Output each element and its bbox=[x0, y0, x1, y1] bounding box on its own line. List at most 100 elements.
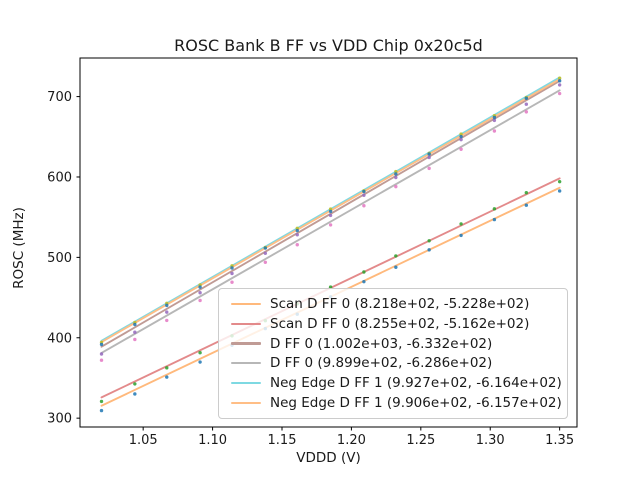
series-fit-line-3 bbox=[100, 89, 561, 354]
scatter-point-s1 bbox=[362, 270, 366, 274]
scatter-point-s5 bbox=[492, 115, 497, 120]
scatter-point-s2 bbox=[427, 155, 431, 160]
axes-frame bbox=[79, 57, 578, 428]
scatter-point-s3 bbox=[328, 223, 333, 227]
scatter-point-s1 bbox=[133, 382, 137, 386]
legend-row-1: Scan D FF 0 (8.255e+02, -5.162e+02) bbox=[227, 314, 559, 333]
scatter-point-s3 bbox=[165, 318, 169, 323]
x-tick-label: 1.05 bbox=[129, 433, 158, 448]
scatter-point-s5 bbox=[198, 285, 202, 289]
scatter-point-s4 bbox=[557, 76, 562, 80]
legend-line-swatch-5 bbox=[231, 401, 261, 405]
chart-title: ROSC Bank B FF vs VDD Chip 0x20c5d bbox=[174, 36, 483, 55]
scatter-point-s5 bbox=[459, 134, 463, 139]
scatter-point-s3 bbox=[394, 184, 398, 189]
y-tick-label: 300 bbox=[47, 412, 72, 427]
scatter-point-s5 bbox=[524, 96, 529, 101]
scatter-point-s0 bbox=[99, 408, 104, 413]
scatter-point-s2 bbox=[492, 118, 497, 123]
legend-label-0: Scan D FF 0 (8.218e+02, -5.228e+02) bbox=[270, 295, 530, 312]
scatter-point-s4 bbox=[394, 169, 398, 174]
scatter-point-s2 bbox=[524, 102, 529, 106]
scatter-point-s2 bbox=[295, 233, 299, 237]
scatter-point-s5 bbox=[230, 266, 234, 270]
legend-line-swatch-2 bbox=[231, 342, 261, 345]
scatter-point-s2 bbox=[557, 83, 562, 87]
scatter-point-s3 bbox=[133, 337, 137, 342]
scatter-point-s2 bbox=[362, 193, 366, 198]
scatter-point-s2 bbox=[198, 291, 202, 295]
scatter-point-s3 bbox=[230, 280, 234, 284]
scatter-point-s1 bbox=[328, 285, 333, 289]
legend-line-swatch-1 bbox=[231, 322, 261, 325]
legend-row-4: Neg Edge D FF 1 (9.927e+02, -6.164e+02) bbox=[227, 374, 562, 393]
scatter-point-s2 bbox=[99, 352, 104, 356]
legend: Scan D FF 0 (8.218e+02, -5.228e+02) Scan … bbox=[218, 288, 568, 419]
legend-line-swatch-0 bbox=[231, 302, 261, 305]
legend-line-swatch-3 bbox=[231, 362, 261, 365]
scatter-point-s0 bbox=[198, 360, 202, 364]
scatter-point-s1 bbox=[99, 399, 104, 404]
x-tick-label: 1.15 bbox=[268, 433, 297, 448]
legend-row-3: D FF 0 (9.899e+02, -6.286e+02) bbox=[227, 354, 559, 373]
scatter-point-s5 bbox=[394, 172, 398, 176]
scatter-point-s2 bbox=[328, 213, 333, 218]
scatter-point-s0 bbox=[557, 189, 562, 193]
scatter-point-s3 bbox=[492, 129, 497, 133]
y-tick-label: 500 bbox=[47, 251, 72, 266]
x-tick-label: 1.30 bbox=[476, 433, 505, 448]
scatter-point-s3 bbox=[362, 204, 366, 208]
legend-row-5: Neg Edge D FF 1 (9.906e+02, -6.157e+02) bbox=[227, 394, 562, 413]
scatter-point-s3 bbox=[295, 243, 299, 247]
scatter-point-s1 bbox=[394, 254, 398, 258]
legend-row-0: Scan D FF 0 (8.218e+02, -5.228e+02) bbox=[227, 294, 559, 313]
scatter-point-s0 bbox=[362, 279, 366, 284]
scatter-point-s1 bbox=[524, 191, 529, 195]
y-tick-label: 700 bbox=[47, 90, 72, 105]
x-tick-label: 1.25 bbox=[406, 433, 435, 448]
scatter-point-s3 bbox=[427, 166, 431, 171]
scatter-point-s1 bbox=[492, 207, 497, 211]
x-tick-label: 1.35 bbox=[545, 433, 574, 448]
legend-label-3: D FF 0 (9.899e+02, -6.286e+02) bbox=[270, 355, 493, 372]
scatter-point-s4 bbox=[459, 132, 463, 136]
x-tick-label: 1.10 bbox=[198, 433, 227, 448]
scatter-point-s2 bbox=[230, 271, 234, 276]
scatter-point-s3 bbox=[459, 147, 463, 151]
legend-label-4: Neg Edge D FF 1 (9.927e+02, -6.164e+02) bbox=[270, 375, 562, 392]
scatter-point-s3 bbox=[198, 298, 202, 303]
scatter-point-s5 bbox=[99, 342, 104, 347]
scatter-point-s5 bbox=[263, 246, 268, 250]
scatter-point-s2 bbox=[394, 175, 398, 180]
scatter-point-s3 bbox=[524, 110, 529, 114]
legend-label-2: D FF 0 (1.002e+03, -6.332e+02) bbox=[270, 335, 493, 352]
legend-label-1: Scan D FF 0 (8.255e+02, -5.162e+02) bbox=[270, 315, 530, 332]
scatter-point-s3 bbox=[263, 260, 268, 264]
y-axis-label: ROSC (MHz) bbox=[11, 207, 27, 289]
scatter-point-s0 bbox=[524, 203, 529, 207]
legend-row-2: D FF 0 (1.002e+03, -6.332e+02) bbox=[227, 334, 559, 353]
legend-line-swatch-4 bbox=[231, 382, 261, 385]
scatter-point-s5 bbox=[133, 322, 137, 327]
scatter-point-s5 bbox=[295, 228, 299, 233]
scatter-point-s2 bbox=[263, 251, 268, 255]
legend-label-5: Neg Edge D FF 1 (9.906e+02, -6.157e+02) bbox=[270, 395, 562, 412]
y-tick-label: 400 bbox=[47, 331, 72, 346]
scatter-point-s0 bbox=[165, 375, 169, 379]
scatter-point-s1 bbox=[459, 222, 463, 226]
scatter-point-s2 bbox=[459, 137, 463, 142]
scatter-point-s0 bbox=[133, 392, 137, 396]
scatter-point-s3 bbox=[99, 358, 104, 362]
scatter-point-s2 bbox=[165, 310, 169, 314]
y-tick-label: 600 bbox=[47, 170, 72, 185]
scatter-point-s0 bbox=[427, 248, 431, 252]
scatter-point-s1 bbox=[557, 179, 562, 184]
x-tick-label: 1.20 bbox=[337, 433, 366, 448]
scatter-point-s5 bbox=[557, 79, 562, 83]
scatter-point-s1 bbox=[198, 351, 202, 355]
scatter-point-s2 bbox=[133, 330, 137, 334]
scatter-point-s0 bbox=[492, 217, 497, 222]
scatter-point-s0 bbox=[394, 265, 398, 269]
